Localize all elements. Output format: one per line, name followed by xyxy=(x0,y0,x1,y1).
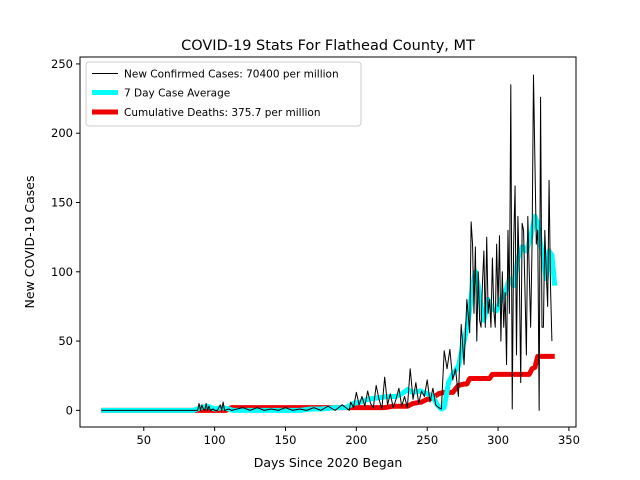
x-tick-label: 200 xyxy=(345,433,367,447)
y-tick-label: 200 xyxy=(51,126,73,140)
x-tick-label: 300 xyxy=(487,433,509,447)
y-tick-label: 0 xyxy=(66,403,73,417)
x-tick-label: 50 xyxy=(136,433,151,447)
y-tick-label: 250 xyxy=(51,57,73,71)
y-tick-label: 50 xyxy=(58,334,73,348)
legend-box xyxy=(85,61,362,127)
legend-label-7-day-average: 7 Day Case Average xyxy=(124,88,230,100)
x-tick-label: 100 xyxy=(204,433,226,447)
y-tick-label: 100 xyxy=(51,265,73,279)
plot-area xyxy=(101,74,558,413)
y-axis-label: New COVID-19 Cases xyxy=(22,176,37,309)
x-tick-label: 350 xyxy=(558,433,580,447)
x-tick-label: 250 xyxy=(416,433,438,447)
legend-label-cumulative-deaths: Cumulative Deaths: 375.7 per million xyxy=(124,107,321,119)
legend: New Confirmed Cases: 70400 per million 7… xyxy=(85,61,362,127)
series-layer xyxy=(101,74,558,413)
y-axis: 0 50 100 150 200 250 xyxy=(51,57,80,417)
axes-frame xyxy=(79,56,577,428)
x-axis-label: Days Since 2020 Began xyxy=(254,455,403,470)
chart-title: COVID-19 Stats For Flathead County, MT xyxy=(181,38,475,54)
y-tick-label: 150 xyxy=(51,196,73,210)
new-cases-line xyxy=(101,74,553,411)
x-tick-label: 150 xyxy=(275,433,297,447)
x-axis: 50 100 150 200 250 300 350 xyxy=(136,427,580,447)
legend-label-new-cases: New Confirmed Cases: 70400 per million xyxy=(124,69,339,81)
